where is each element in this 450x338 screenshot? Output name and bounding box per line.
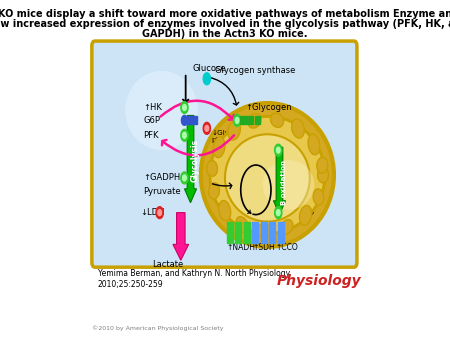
- Circle shape: [183, 175, 186, 181]
- Text: TCA
cycle: TCA cycle: [244, 192, 266, 212]
- Text: ↓LDH: ↓LDH: [140, 208, 165, 217]
- Bar: [235, 222, 241, 243]
- Circle shape: [205, 125, 209, 131]
- Ellipse shape: [236, 217, 248, 233]
- Ellipse shape: [280, 220, 293, 235]
- Text: ↑HK: ↑HK: [143, 103, 162, 112]
- Circle shape: [181, 129, 188, 141]
- Text: PFK: PFK: [143, 131, 159, 140]
- Text: ↑Glycogen: ↑Glycogen: [245, 103, 292, 112]
- Text: ↑CS: ↑CS: [233, 183, 249, 192]
- Text: ↑MCAD: ↑MCAD: [283, 208, 315, 217]
- Ellipse shape: [313, 189, 324, 205]
- Ellipse shape: [125, 71, 198, 150]
- FancyArrow shape: [274, 147, 285, 215]
- Text: GAPDH) in the Actn3 KO mice.: GAPDH) in the Actn3 KO mice.: [142, 29, 308, 39]
- Circle shape: [156, 207, 163, 219]
- Bar: [252, 222, 258, 243]
- Bar: [240, 116, 246, 124]
- Circle shape: [181, 101, 188, 114]
- Text: ©2010 by American Physiological Society: ©2010 by American Physiological Society: [92, 325, 223, 331]
- Ellipse shape: [292, 119, 304, 138]
- Text: G6P: G6P: [143, 116, 160, 125]
- Ellipse shape: [318, 167, 328, 183]
- Bar: [261, 222, 267, 243]
- Circle shape: [203, 73, 211, 85]
- Circle shape: [203, 122, 211, 134]
- Text: Acetyl
CoA: Acetyl CoA: [233, 158, 256, 178]
- Text: ↑SDH: ↑SDH: [252, 243, 275, 252]
- Circle shape: [183, 104, 186, 111]
- Ellipse shape: [201, 103, 334, 247]
- Ellipse shape: [270, 113, 284, 127]
- Circle shape: [276, 210, 280, 216]
- Circle shape: [235, 117, 239, 123]
- FancyArrow shape: [173, 213, 189, 260]
- Ellipse shape: [308, 134, 319, 155]
- Circle shape: [183, 132, 186, 138]
- Bar: [187, 116, 197, 124]
- FancyBboxPatch shape: [92, 41, 357, 267]
- Bar: [248, 116, 253, 124]
- Circle shape: [274, 207, 282, 219]
- Circle shape: [234, 115, 241, 126]
- Ellipse shape: [228, 121, 240, 140]
- Text: Glycogen synthase: Glycogen synthase: [215, 66, 295, 75]
- Ellipse shape: [299, 206, 312, 225]
- Circle shape: [274, 144, 282, 156]
- Text: ↑NADH: ↑NADH: [227, 243, 256, 252]
- Text: ↓Glycogen
phosphorylase: ↓Glycogen phosphorylase: [212, 130, 264, 143]
- Text: show increased expression of enzymes involved in the glycolysis pathway (PFK, HK: show increased expression of enzymes inv…: [0, 19, 450, 29]
- Text: ↑CCO: ↑CCO: [275, 243, 298, 252]
- Text: Actn3 KO mice display a shift toward more oxidative pathways of metabolism Enzym: Actn3 KO mice display a shift toward mor…: [0, 9, 450, 19]
- Circle shape: [276, 147, 280, 153]
- Bar: [269, 222, 275, 243]
- Ellipse shape: [210, 116, 325, 234]
- Text: Lactate: Lactate: [153, 260, 184, 269]
- Text: ↑GADPH: ↑GADPH: [143, 173, 180, 183]
- Ellipse shape: [248, 114, 261, 128]
- Text: Physiology: Physiology: [276, 274, 361, 288]
- Text: Glucose: Glucose: [193, 64, 226, 73]
- Text: Glycolysis: Glycolysis: [190, 139, 199, 182]
- Circle shape: [181, 172, 188, 184]
- Bar: [255, 116, 260, 124]
- Bar: [227, 222, 233, 243]
- Ellipse shape: [209, 183, 220, 199]
- Text: Fatty acids: Fatty acids: [243, 138, 288, 147]
- Ellipse shape: [225, 134, 310, 222]
- Bar: [278, 222, 284, 243]
- Ellipse shape: [213, 137, 225, 158]
- Text: B oxidation: B oxidation: [281, 161, 287, 206]
- FancyArrow shape: [184, 116, 197, 203]
- Bar: [244, 222, 250, 243]
- Ellipse shape: [263, 160, 314, 210]
- Text: Pyruvate: Pyruvate: [143, 187, 181, 196]
- Ellipse shape: [257, 223, 271, 237]
- Ellipse shape: [317, 158, 328, 173]
- Ellipse shape: [207, 161, 217, 176]
- Circle shape: [181, 116, 188, 125]
- Text: ↑BHAD: ↑BHAD: [283, 151, 314, 160]
- Text: Yemima Berman, and Kathryn N. North Physiology
2010;25:250-259: Yemima Berman, and Kathryn N. North Phys…: [98, 269, 290, 289]
- Circle shape: [158, 210, 162, 216]
- Ellipse shape: [219, 200, 231, 221]
